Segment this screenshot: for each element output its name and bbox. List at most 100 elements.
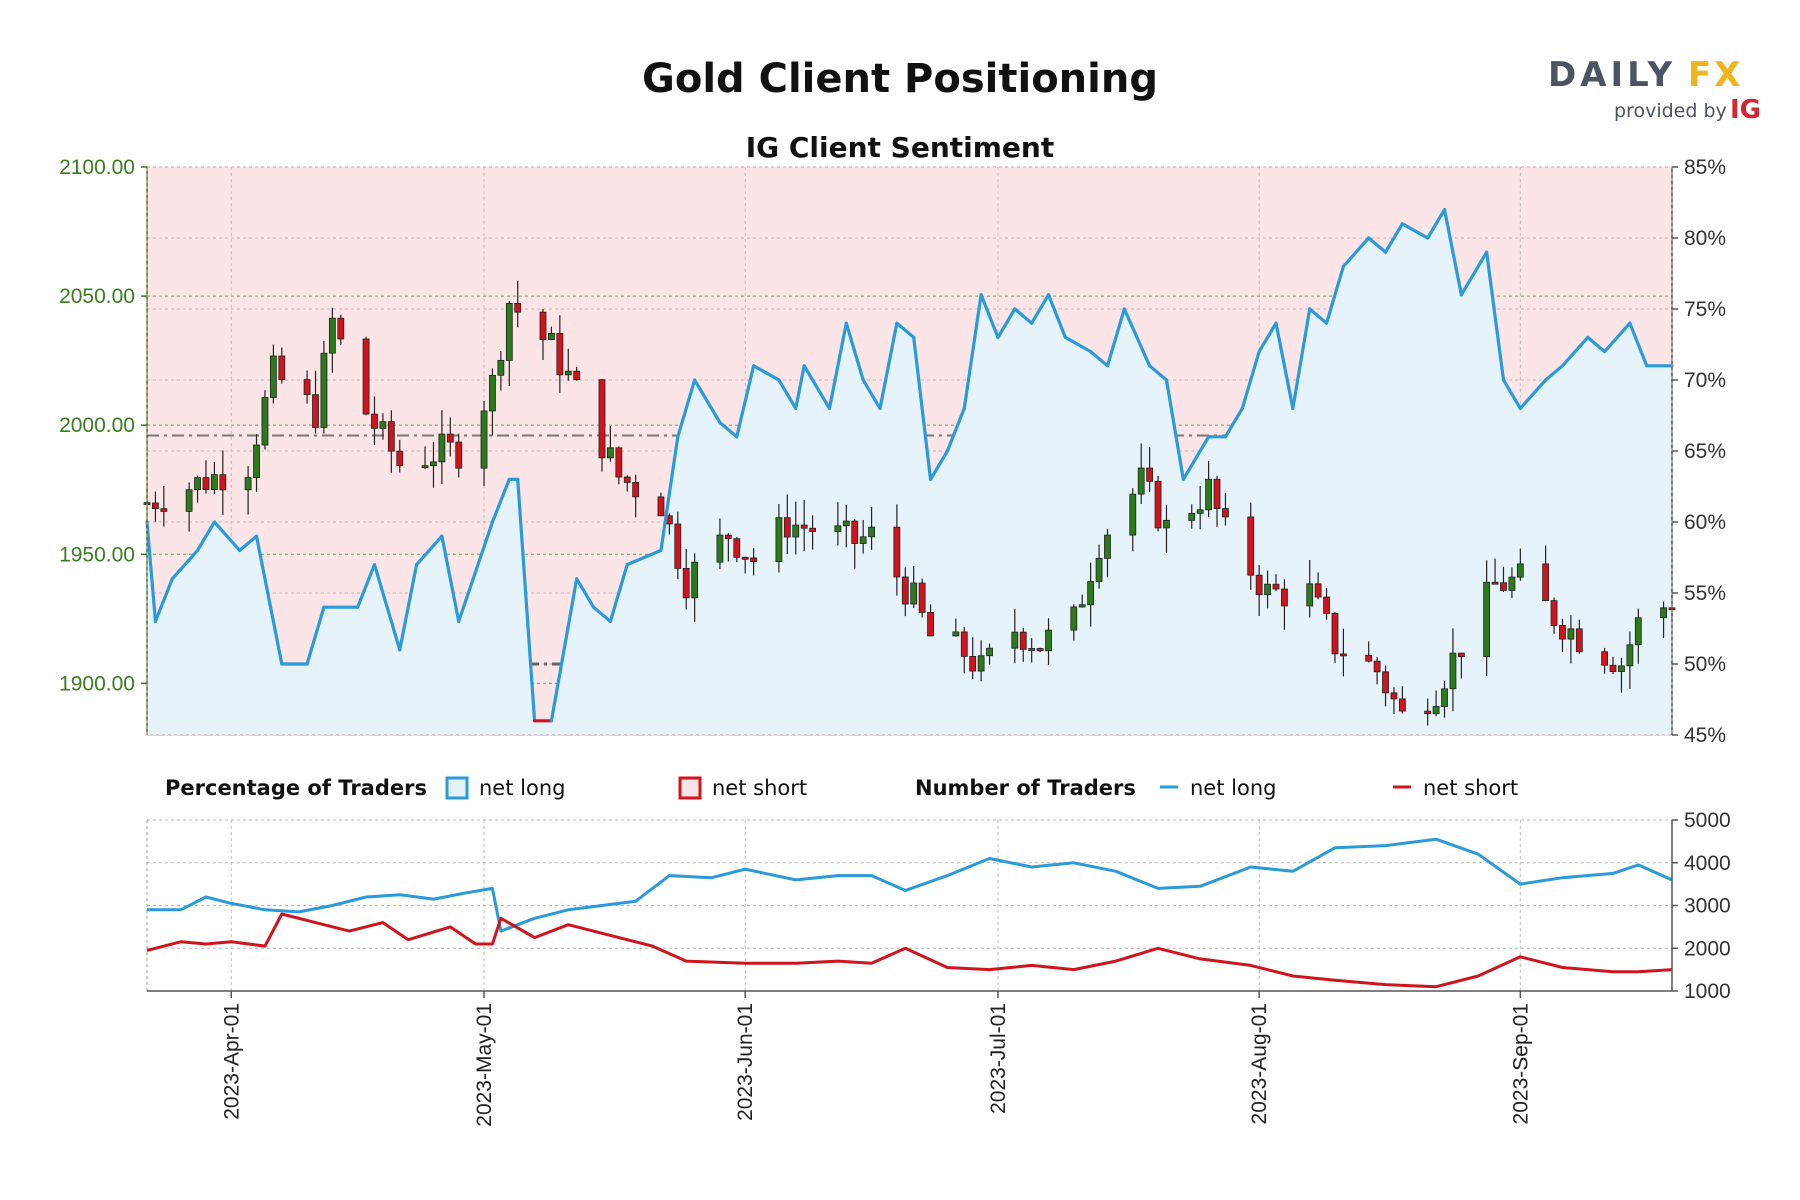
candle bbox=[362, 336, 370, 416]
count-tick-label: 2000 bbox=[1684, 937, 1731, 960]
candle-body bbox=[969, 655, 977, 672]
candle-body bbox=[253, 444, 260, 479]
candle bbox=[986, 643, 993, 665]
net-long-percent-segment bbox=[1518, 378, 1548, 410]
candle-body bbox=[1272, 583, 1280, 590]
candle bbox=[1070, 604, 1078, 641]
bottom-grid bbox=[147, 819, 1672, 992]
candle bbox=[489, 368, 496, 436]
candle-body bbox=[1011, 631, 1019, 649]
net-long-percent-segment bbox=[1485, 250, 1506, 382]
candle bbox=[1618, 657, 1625, 693]
candle-body bbox=[1508, 576, 1516, 591]
net-long-percent-segment bbox=[305, 605, 326, 666]
candle-body bbox=[733, 538, 741, 558]
candle-body bbox=[421, 465, 429, 469]
net-long-percent-segment bbox=[1164, 378, 1185, 481]
candle-body bbox=[1559, 625, 1566, 640]
net-long-percent-segment bbox=[962, 293, 983, 410]
candle-body bbox=[792, 524, 800, 538]
candle-body bbox=[741, 556, 749, 560]
candle bbox=[893, 504, 901, 596]
candle bbox=[244, 466, 252, 515]
candle-body bbox=[1542, 563, 1550, 602]
net-long-percent-segment bbox=[1400, 222, 1430, 240]
candle bbox=[775, 504, 783, 573]
candle bbox=[253, 434, 260, 492]
candle-body bbox=[1095, 557, 1103, 582]
net-long-percent-segment bbox=[928, 449, 950, 481]
candle-body bbox=[615, 447, 623, 478]
candle-body bbox=[1196, 509, 1204, 514]
date-tick-label: 2023-May-01 bbox=[473, 1003, 496, 1127]
net-long-percent-segment bbox=[1628, 321, 1649, 368]
net-long-percent-segment bbox=[676, 378, 697, 439]
candle-body bbox=[893, 526, 901, 578]
candle bbox=[1483, 560, 1491, 677]
candle-body bbox=[328, 317, 336, 354]
candle bbox=[606, 426, 614, 462]
legend: Percentage of Traders net long net short… bbox=[165, 776, 1518, 800]
net-long-percent-segment bbox=[1459, 250, 1489, 297]
candle bbox=[1205, 460, 1213, 517]
net-long-percent-segment bbox=[1324, 264, 1346, 325]
net-long-percent-segment bbox=[912, 335, 933, 481]
net-long-percent-segment bbox=[415, 534, 444, 567]
candle bbox=[564, 348, 572, 381]
candle bbox=[278, 347, 286, 384]
candle bbox=[1011, 609, 1019, 663]
candle-body bbox=[1019, 631, 1027, 650]
candle bbox=[455, 433, 463, 478]
candle-body bbox=[1457, 652, 1465, 658]
net-long-percent-segment bbox=[1181, 435, 1211, 481]
net-long-percent-segment bbox=[1308, 307, 1329, 325]
candle bbox=[1323, 588, 1330, 620]
date-tick-label: 2023-Aug-01 bbox=[1248, 1003, 1271, 1124]
net-long-percent-segment bbox=[1257, 321, 1278, 354]
candle bbox=[396, 439, 404, 473]
net-long-percent-segment bbox=[895, 321, 916, 339]
right-tick-label: 65% bbox=[1684, 440, 1726, 463]
net-long-percent-segment bbox=[1089, 350, 1110, 368]
date-tick-label: 2023-Jun-01 bbox=[734, 1003, 757, 1121]
legend-count-short-label: net short bbox=[1423, 776, 1518, 800]
candle-body bbox=[371, 413, 378, 429]
candle bbox=[1104, 529, 1111, 578]
net-long-percent-segment bbox=[979, 293, 1000, 339]
candle-body bbox=[724, 534, 732, 540]
candle bbox=[969, 637, 977, 679]
candle bbox=[809, 515, 817, 550]
candle bbox=[674, 511, 682, 580]
candle-body bbox=[986, 647, 993, 657]
left-tick-label: 2000.00 bbox=[59, 414, 135, 437]
candle-body bbox=[1205, 478, 1213, 511]
candle bbox=[1129, 488, 1137, 552]
right-tick-label: 50% bbox=[1684, 653, 1726, 676]
legend-number-heading: Number of Traders bbox=[915, 776, 1136, 800]
candle bbox=[430, 442, 437, 488]
net-long-percent-segment bbox=[1240, 350, 1261, 410]
candle bbox=[792, 501, 800, 555]
candle bbox=[1213, 475, 1221, 527]
candle-body bbox=[1390, 692, 1398, 700]
candle bbox=[859, 519, 867, 554]
candle-body bbox=[387, 421, 395, 452]
candle-body bbox=[320, 352, 328, 428]
candle bbox=[1036, 647, 1044, 653]
candle-body bbox=[1398, 698, 1406, 712]
bottom-axes: 1000 2000 3000 4000 5000 bbox=[146, 809, 1731, 1003]
net-long-percent-segment bbox=[996, 307, 1017, 339]
candle bbox=[1163, 505, 1170, 553]
candle bbox=[1601, 647, 1608, 674]
candle bbox=[1019, 627, 1027, 662]
net-long-percent-segment bbox=[457, 520, 495, 624]
top-axes: 1900.00 1950.00 2000.00 2050.00 2100.00 45% 50… bbox=[59, 156, 1726, 747]
net-long-percent-segment bbox=[516, 477, 537, 723]
candle-body bbox=[1146, 467, 1154, 482]
candle-body bbox=[1331, 612, 1339, 655]
candle-body bbox=[379, 421, 387, 429]
net-long-percent-segment bbox=[170, 548, 200, 581]
net-long-percent-segment bbox=[153, 577, 174, 624]
candle bbox=[1441, 680, 1448, 718]
net-long-percent-segment bbox=[844, 321, 865, 382]
